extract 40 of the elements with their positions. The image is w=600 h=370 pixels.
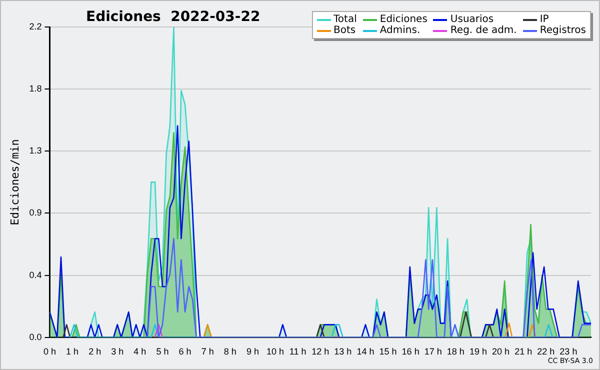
chart-title: Ediciones 2022-03-22 [86, 9, 260, 25]
x-tick-label: 15 h [379, 346, 397, 356]
x-tick-label: 2 h [88, 346, 102, 356]
x-tick-label: 22 h [537, 346, 555, 356]
legend-label: Usuarios [450, 14, 494, 25]
y-tick-label: 2.2 [29, 21, 42, 32]
x-tick-label: 16 h [402, 346, 420, 356]
x-tick-label: 12 h [312, 346, 330, 356]
x-tick-label: 13 h [334, 346, 352, 356]
legend-label: Admins. [380, 25, 420, 36]
legend-label: Ediciones [380, 14, 428, 25]
legend-label: Registros [540, 25, 586, 36]
x-tick-label: 17 h [424, 346, 442, 356]
x-tick-label: 5 h [156, 346, 169, 356]
x-tick-label: 4 h [134, 346, 146, 356]
x-tick-label: 3 h [111, 346, 124, 356]
x-tick-label: 20 h [492, 346, 510, 356]
x-tick-label: 18 h [446, 346, 464, 356]
y-tick-label: 0.4 [29, 270, 42, 280]
x-tick-label: 9 h [246, 346, 259, 356]
x-tick-label: 7 h [201, 346, 214, 356]
x-tick-label: 10 h [266, 346, 284, 356]
x-tick-label: 11 h [289, 346, 306, 356]
x-tick-label: 14 h [356, 346, 374, 356]
y-tick-label: 1.8 [29, 84, 42, 94]
y-tick-label: 0.9 [29, 208, 42, 218]
legend-label: Bots [334, 25, 356, 36]
x-tick-label: 8 h [224, 346, 236, 356]
x-tick-label: 23 h [560, 346, 578, 356]
legend-label: IP [540, 14, 549, 25]
y-axis-title: Ediciones/min [8, 139, 22, 226]
y-tick-label: 0.0 [29, 332, 42, 342]
x-tick-label: 19 h [469, 346, 487, 356]
x-tick-label: 1 h [66, 346, 79, 356]
x-tick-label: 0 h [43, 346, 56, 356]
legend-label: Reg. de adm. [450, 25, 517, 36]
x-tick-label: 6 h [178, 346, 192, 356]
x-tick-label: 21 h [514, 346, 532, 356]
legend-label: Total [334, 14, 357, 25]
y-tick-label: 1.3 [29, 146, 42, 156]
